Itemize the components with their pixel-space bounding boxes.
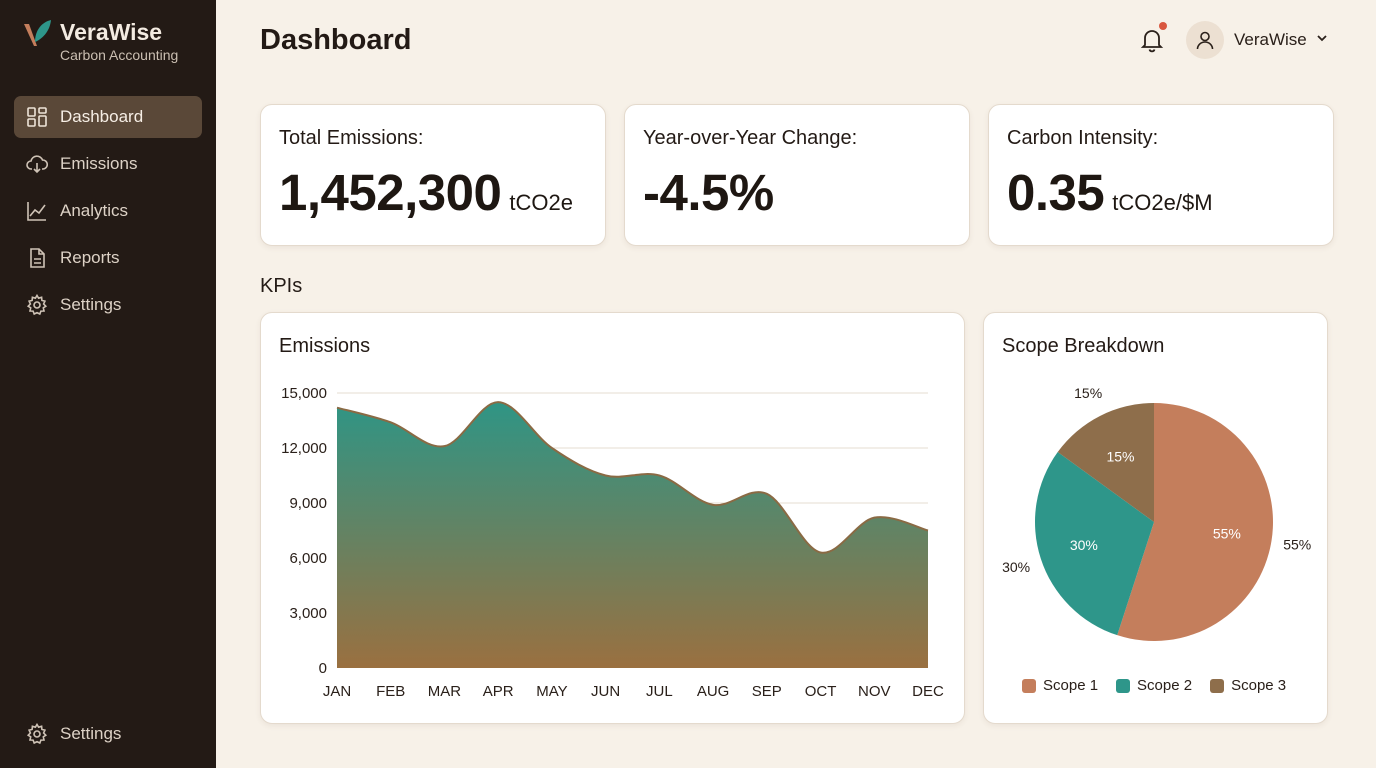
kpi-unit: tCO2e xyxy=(509,190,573,215)
x-tick-label: MAR xyxy=(428,683,462,700)
chart-title: Scope Breakdown xyxy=(1002,335,1165,357)
kpi-value: 1,452,300 tCO2e xyxy=(279,164,573,221)
y-tick-label: 0 xyxy=(319,660,327,677)
sidebar-item-label: Reports xyxy=(60,248,120,267)
pie-legend: Scope 1 Scope 2 Scope 3 xyxy=(1022,677,1304,694)
x-tick-label: NOV xyxy=(858,683,891,700)
legend-label: Scope 1 xyxy=(1043,677,1099,694)
x-tick-label: JUL xyxy=(646,683,673,700)
document-icon xyxy=(30,248,45,268)
kpi-value: -4.5% xyxy=(643,164,774,221)
legend-label: Scope 3 xyxy=(1231,677,1287,694)
sidebar-item-label: Emissions xyxy=(60,154,138,173)
sidebar-item-reports[interactable]: Reports xyxy=(14,237,202,279)
legend-swatch xyxy=(1116,678,1131,693)
x-tick-label: FEB xyxy=(376,683,405,700)
legend-item: Scope 1 xyxy=(1022,677,1098,694)
x-tick-label: JAN xyxy=(323,683,351,700)
kpi-label: Carbon Intensity: xyxy=(1007,127,1159,149)
y-tick-label: 12,000 xyxy=(281,440,327,457)
grid-icon xyxy=(27,107,47,127)
kpi-card-yoy-change: Year-over-Year Change: -4.5% xyxy=(624,104,970,246)
avatar xyxy=(1186,21,1224,59)
scope-breakdown-card: Scope Breakdown 55% 55% 30% 30% 15% 15% Scope… xyxy=(983,312,1328,724)
pie-outer-label: 15% xyxy=(1074,385,1102,401)
sidebar-item-label: Analytics xyxy=(60,201,129,220)
brand-name: VeraWise xyxy=(60,19,163,45)
legend-item: Scope 3 xyxy=(1210,677,1286,694)
pie-slice xyxy=(1117,403,1273,641)
legend-label: Scope 2 xyxy=(1137,677,1193,694)
sidebar-bottom: Settings xyxy=(14,713,202,760)
kpi-card-carbon-intensity: Carbon Intensity: 0.35 tCO2e/$M xyxy=(988,104,1334,246)
chart-title: Emissions xyxy=(279,335,371,357)
area-fill xyxy=(337,402,928,668)
sidebar-item-settings-bottom[interactable]: Settings xyxy=(14,713,202,755)
sidebar: VeraWise Carbon Accounting Dashboard Emi… xyxy=(0,0,216,768)
emissions-chart-card: Emissions 0 3,000 6,000 9,000 12,000 15,000 JA… xyxy=(260,312,965,724)
legend-swatch xyxy=(1210,678,1225,693)
x-tick-label: SEP xyxy=(752,683,782,700)
brand-subtitle: Carbon Accounting xyxy=(60,47,179,63)
kpi-unit: tCO2e/$M xyxy=(1112,190,1213,215)
pie-outer-label: 55% xyxy=(1283,537,1311,553)
user-menu[interactable]: VeraWise xyxy=(1186,21,1329,59)
pie-inner-label: 15% xyxy=(1106,448,1134,464)
leaf-logo-icon xyxy=(24,20,51,46)
sidebar-item-emissions[interactable]: Emissions xyxy=(14,143,202,185)
pie-outer-label: 30% xyxy=(1002,559,1030,575)
x-tick-label: MAY xyxy=(536,683,567,700)
y-tick-label: 15,000 xyxy=(281,385,327,402)
chevron-down-icon xyxy=(1315,31,1329,50)
page-title: Dashboard xyxy=(260,24,412,56)
kpi-card-total-emissions: Total Emissions: 1,452,300 tCO2e xyxy=(260,104,606,246)
section-label-kpis: KPIs xyxy=(260,275,303,297)
sidebar-item-label: Dashboard xyxy=(60,107,144,126)
chart-line-icon xyxy=(27,202,46,221)
y-tick-label: 3,000 xyxy=(289,605,327,622)
sidebar-item-settings[interactable]: Settings xyxy=(14,284,202,326)
bell-icon[interactable] xyxy=(1138,26,1166,54)
x-tick-label: OCT xyxy=(805,683,837,700)
notification-dot xyxy=(1159,22,1167,30)
emissions-area-chart: 0 3,000 6,000 9,000 12,000 15,000 JAN FEB MAR APR… xyxy=(281,385,944,700)
sidebar-item-label: Settings xyxy=(60,724,122,743)
gear-icon xyxy=(26,723,48,745)
user-name: VeraWise xyxy=(1234,30,1307,49)
pie-slice xyxy=(1057,403,1154,522)
brand[interactable]: VeraWise Carbon Accounting xyxy=(22,18,178,63)
scope-pie-chart: 55% 55% 30% 30% 15% 15% xyxy=(1002,385,1311,641)
legend-swatch xyxy=(1022,678,1036,693)
x-tick-label: AUG xyxy=(697,683,730,700)
legend-item: Scope 2 xyxy=(1116,677,1192,694)
pie-inner-label: 30% xyxy=(1070,537,1098,553)
kpi-value: 0.35 tCO2e/$M xyxy=(1007,164,1213,221)
sidebar-item-label: Settings xyxy=(60,295,122,314)
pie-slice xyxy=(1035,452,1154,636)
sidebar-item-dashboard[interactable]: Dashboard xyxy=(14,96,202,138)
pie-inner-label: 55% xyxy=(1213,526,1241,542)
gear-icon xyxy=(26,294,48,316)
x-tick-label: JUN xyxy=(591,683,620,700)
kpi-label: Total Emissions: xyxy=(279,127,424,149)
y-tick-label: 6,000 xyxy=(289,550,327,567)
x-tick-label: APR xyxy=(483,683,514,700)
cloud-icon xyxy=(26,155,48,174)
sidebar-item-analytics[interactable]: Analytics xyxy=(14,190,202,232)
series-line xyxy=(336,401,929,554)
sidebar-nav: Dashboard Emissions Analytics Reports xyxy=(14,96,202,331)
y-tick-label: 9,000 xyxy=(289,495,327,512)
user-icon xyxy=(1196,31,1214,50)
x-tick-label: DEC xyxy=(912,683,944,700)
kpi-label: Year-over-Year Change: xyxy=(643,127,858,149)
